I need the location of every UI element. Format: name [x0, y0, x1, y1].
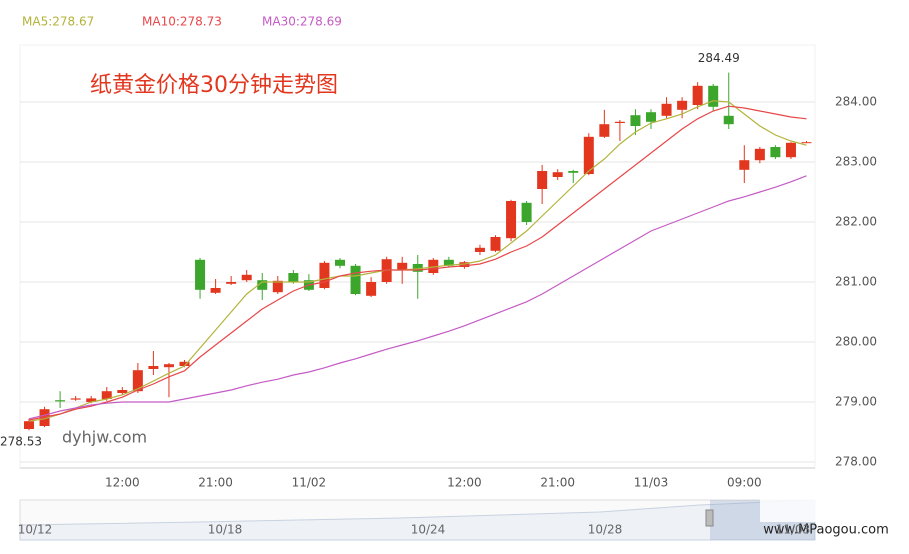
candle-body	[101, 391, 112, 399]
candle-body	[770, 147, 781, 158]
y-tick-label: 282.00	[835, 215, 877, 229]
candle-body	[552, 172, 563, 177]
max-label: 284.49	[698, 51, 740, 65]
ma-line	[28, 105, 807, 421]
y-tick-label: 279.00	[835, 395, 877, 409]
candle-body	[241, 274, 252, 281]
candle-body	[70, 398, 81, 400]
navigator-label: 11/03	[776, 523, 811, 537]
candle-body	[148, 366, 159, 369]
candle-body	[754, 148, 765, 161]
navigator-label: 10/12	[18, 523, 53, 537]
navigator-label: 10/28	[588, 523, 623, 537]
logo-bg	[760, 488, 890, 522]
x-tick-label: 21:00	[198, 476, 233, 490]
candle-body	[272, 280, 283, 293]
x-tick-label: 11/03	[634, 476, 669, 490]
candle-body	[583, 136, 594, 174]
legend-entry: MA10:278.73	[142, 15, 222, 29]
y-tick-label: 283.00	[835, 155, 877, 169]
y-tick-label: 284.00	[835, 95, 877, 109]
candle-body	[163, 364, 174, 368]
candle-body	[630, 115, 641, 126]
candle-body	[537, 171, 548, 189]
candle-body	[132, 370, 143, 392]
candle-body	[335, 259, 345, 266]
min-label: 278.53	[0, 435, 42, 449]
x-tick-label: 09:00	[727, 476, 762, 490]
candle-body	[521, 202, 532, 222]
candle-body	[288, 273, 299, 282]
x-tick-label: 21:00	[540, 476, 575, 490]
candle-body	[397, 262, 408, 270]
candle-body	[179, 361, 190, 366]
legend-entry: MA30:278.69	[262, 15, 342, 29]
candle-body	[708, 85, 719, 107]
ma-line	[28, 100, 807, 422]
candle-body	[614, 121, 625, 123]
candle-body	[86, 398, 97, 402]
candle-body	[55, 400, 66, 402]
candle-body	[474, 247, 485, 252]
candle-body	[319, 262, 330, 288]
navigator-area	[19, 499, 816, 541]
ma-line	[28, 175, 807, 420]
x-tick-label: 11/02	[292, 476, 327, 490]
candle-body	[661, 103, 672, 116]
candle-body	[785, 142, 796, 158]
y-tick-label: 278.00	[835, 455, 877, 469]
candle-body	[412, 264, 423, 272]
candle-body	[739, 160, 750, 170]
navigator-handle[interactable]	[705, 509, 714, 527]
x-tick-label: 12:00	[105, 476, 140, 490]
candle-body	[350, 265, 361, 294]
candle-body	[257, 280, 268, 290]
watermark: dyhjw.com	[62, 428, 147, 447]
candle-body	[366, 282, 377, 296]
y-tick-label: 280.00	[835, 335, 877, 349]
candle-body	[692, 85, 703, 105]
candle-body	[506, 201, 517, 239]
candle-body	[226, 282, 237, 284]
candle-body	[195, 259, 206, 290]
navigator-label: 10/24	[411, 523, 446, 537]
y-tick-label: 281.00	[835, 275, 877, 289]
candle-body	[723, 115, 734, 125]
candle-body	[801, 142, 812, 144]
candle-body	[210, 288, 221, 293]
candle-body	[646, 112, 656, 122]
candle-body	[117, 390, 128, 393]
logo: www.MPaogou.com	[763, 523, 889, 538]
navigator-label: 10/18	[208, 523, 243, 537]
candle-body	[677, 100, 688, 110]
candle-body	[490, 237, 501, 251]
candle-body	[443, 259, 454, 266]
chart-title: 纸黄金价格30分钟走势图	[90, 73, 338, 98]
legend-entry: MA5:278.67	[22, 15, 94, 29]
candle-body	[599, 124, 610, 137]
candle-body	[24, 421, 34, 429]
candle-body	[568, 171, 579, 173]
x-tick-label: 12:00	[447, 476, 482, 490]
